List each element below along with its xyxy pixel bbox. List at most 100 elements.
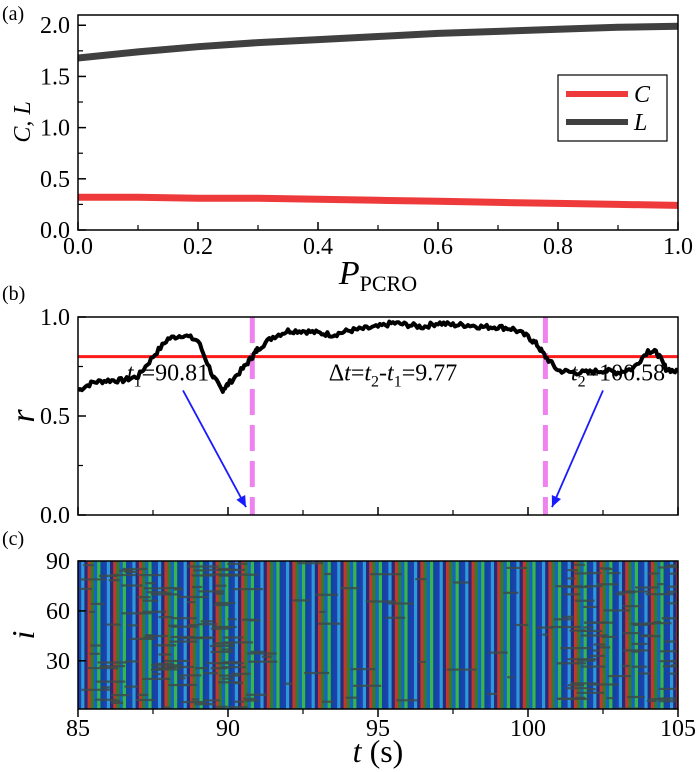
heatmap-defect <box>218 681 243 684</box>
heatmap-defect <box>562 585 591 589</box>
heatmap-stripe <box>442 561 447 709</box>
heatmap-defect <box>88 667 118 670</box>
heatmap-defect <box>231 672 251 675</box>
b-ytick-label: 0.5 <box>40 404 70 430</box>
heatmap-defect <box>145 582 156 585</box>
heatmap-defect <box>97 661 127 664</box>
heatmap-defect <box>670 660 678 663</box>
annotation-2: Δt=t2-t1=9.77 <box>329 360 458 390</box>
heatmap-defect <box>657 583 664 586</box>
heatmap-stripe <box>241 561 245 709</box>
heatmap-stripe <box>366 561 370 709</box>
heatmap-defect <box>588 683 619 686</box>
heatmap-stripe <box>449 561 453 709</box>
heatmap-stripe <box>260 561 264 709</box>
heatmap-stripe <box>353 561 357 709</box>
heatmap-stripe <box>484 561 488 709</box>
heatmap-defect <box>218 568 246 571</box>
heatmap-stripe <box>276 561 280 709</box>
heatmap-defect <box>489 651 508 654</box>
heatmap-defect <box>550 625 581 629</box>
heatmap-stripe <box>177 561 181 709</box>
heatmap-defect <box>567 569 578 572</box>
heatmap-stripe <box>279 561 284 709</box>
heatmap-defect <box>158 653 172 656</box>
heatmap-defect <box>177 595 209 599</box>
heatmap-defect <box>674 632 678 635</box>
heatmap-defect <box>581 665 606 668</box>
panel-a-xlabel-main: P <box>338 255 360 292</box>
heatmap-defect <box>345 696 358 699</box>
heatmap-stripe <box>244 561 248 709</box>
heatmap-defect <box>514 623 529 627</box>
heatmap-defect <box>121 584 143 587</box>
heatmap-defect <box>631 665 647 668</box>
heatmap-stripe <box>529 561 533 709</box>
heatmap-defect <box>216 601 236 605</box>
heatmap-defect <box>154 662 174 665</box>
heatmap-stripe <box>455 561 460 709</box>
heatmap-stripe <box>81 561 85 709</box>
heatmap-defect <box>213 603 229 607</box>
heatmap-stripe <box>487 561 492 709</box>
heatmap-defect <box>125 660 139 663</box>
heatmap-defect <box>507 676 514 679</box>
heatmap-stripe <box>513 561 517 709</box>
heatmap-defect <box>227 618 237 621</box>
annotation-arrowhead-1 <box>236 495 246 508</box>
a-xtick-label: 0.0 <box>63 234 93 260</box>
heatmap-stripe <box>318 561 322 709</box>
annotation-part: =9.77 <box>402 360 458 386</box>
annotation-part: =90.81 <box>142 360 210 386</box>
heatmap-defect <box>668 565 678 569</box>
heatmap-defect <box>111 694 130 697</box>
heatmap-stripe <box>190 561 194 709</box>
heatmap-defect <box>580 629 603 633</box>
heatmap-defect <box>223 636 244 639</box>
heatmap-stripe <box>113 561 117 709</box>
heatmap-defect <box>94 698 116 701</box>
heatmap-stripe <box>250 561 255 709</box>
heatmap-stripe <box>657 561 661 709</box>
heatmap-defect <box>573 563 585 566</box>
heatmap-stripe <box>199 561 204 709</box>
heatmap-defect <box>168 684 191 687</box>
heatmap-defect <box>659 660 673 663</box>
heatmap-stripe <box>558 561 562 709</box>
heatmap-stripe <box>100 561 104 709</box>
heatmap-defect <box>556 662 587 665</box>
heatmap-defect <box>229 573 258 576</box>
heatmap-stripe <box>654 561 658 709</box>
legend-label-l: L <box>633 110 647 136</box>
panel-c-xlabel: t (s) <box>353 733 404 769</box>
heatmap-defect <box>607 675 632 678</box>
heatmap-defect <box>173 588 183 591</box>
heatmap-stripe <box>567 561 572 709</box>
heatmap-stripe <box>343 561 348 709</box>
heatmap-defect <box>453 581 469 584</box>
heatmap-stripe <box>423 561 428 709</box>
heatmap-defect <box>587 688 596 691</box>
heatmap-defect <box>658 687 677 690</box>
heatmap-stripe <box>324 561 328 709</box>
heatmap-defect <box>144 634 154 637</box>
heatmap-defect <box>557 697 590 700</box>
heatmap-defect <box>215 705 228 708</box>
heatmap-defect <box>567 658 597 661</box>
heatmap-stripe <box>417 561 421 709</box>
heatmap-defect <box>79 578 106 581</box>
heatmap-defect <box>150 668 181 671</box>
heatmap-defect <box>568 684 585 687</box>
heatmap-defect <box>83 564 95 567</box>
heatmap-defect <box>625 590 651 593</box>
heatmap-defect <box>649 698 670 701</box>
heatmap-defect <box>216 592 224 595</box>
c-xtick-label: 90 <box>216 716 240 742</box>
heatmap-stripe <box>167 561 172 709</box>
heatmap-stripe <box>183 561 188 709</box>
heatmap-defect <box>560 647 592 650</box>
heatmap-defect <box>599 646 611 649</box>
heatmap-stripe <box>458 561 463 709</box>
heatmap-stripe <box>225 561 229 709</box>
heatmap-stripe <box>87 561 92 709</box>
